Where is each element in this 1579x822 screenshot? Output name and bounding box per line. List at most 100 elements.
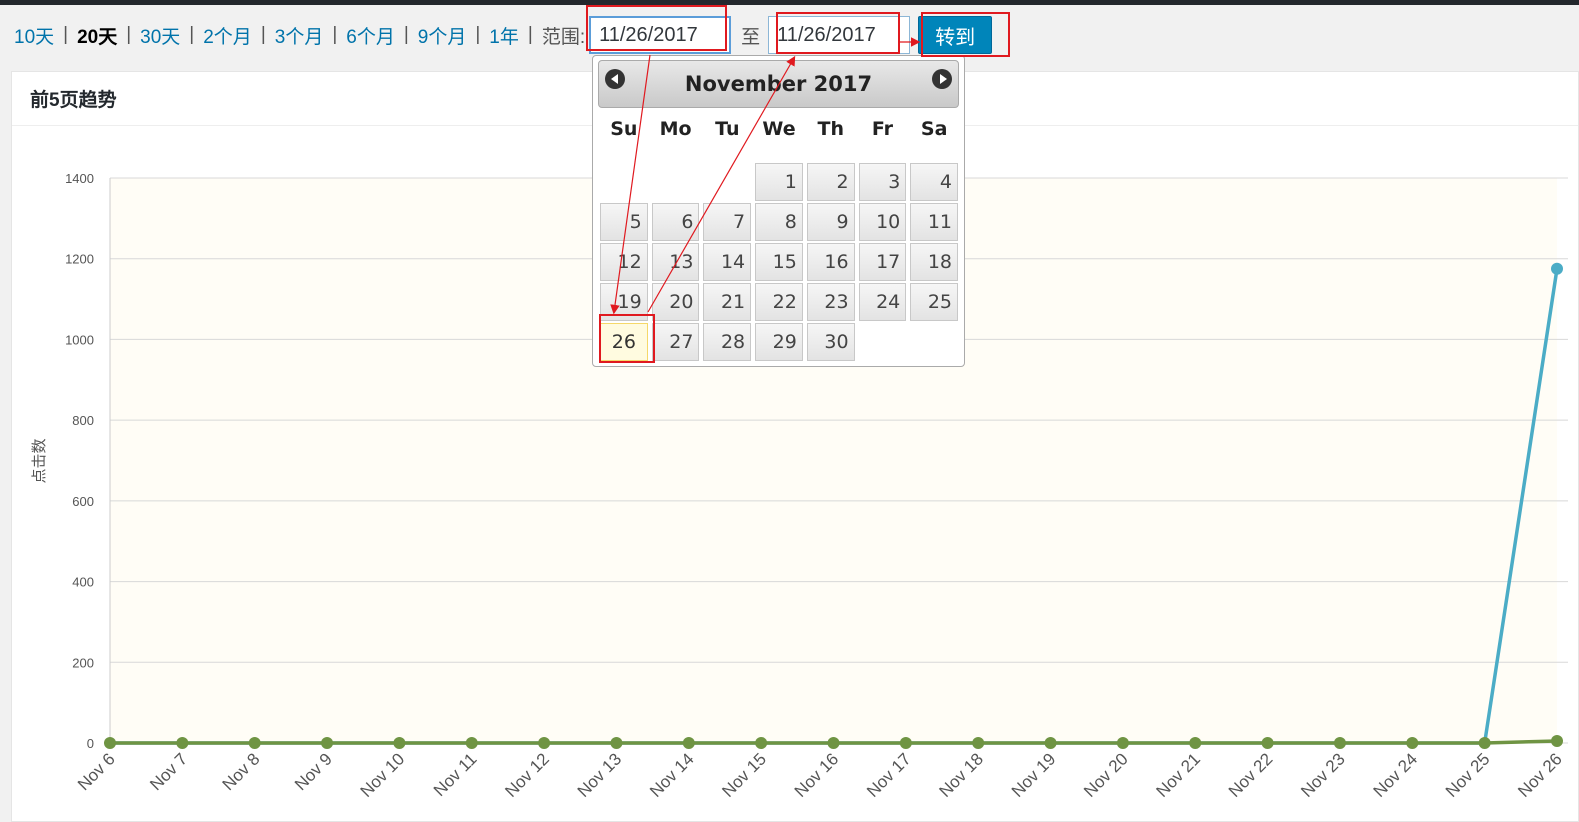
range-link-1[interactable]: 20天 xyxy=(77,26,118,48)
range-link-0[interactable]: 10天 xyxy=(14,26,55,48)
x-tick-label: Nov 12 xyxy=(501,749,553,801)
y-tick-label: 400 xyxy=(72,575,94,590)
x-tick-label: Nov 6 xyxy=(74,749,119,794)
x-tick-label: Nov 10 xyxy=(357,749,409,801)
range-separator: | xyxy=(527,24,533,45)
datepicker-day-4[interactable]: 4 xyxy=(910,163,958,201)
datepicker-day-11[interactable]: 11 xyxy=(910,203,958,241)
x-tick-label: Nov 20 xyxy=(1080,749,1132,801)
datepicker-day-22[interactable]: 22 xyxy=(755,283,803,321)
datepicker-month-year: November 2017 xyxy=(684,72,873,96)
range-separator: | xyxy=(63,24,69,45)
x-tick-label: Nov 13 xyxy=(574,749,626,801)
range-link-5[interactable]: 6个月 xyxy=(346,26,395,48)
x-tick-label: Nov 17 xyxy=(863,749,915,801)
range-link-2[interactable]: 30天 xyxy=(140,26,181,48)
y-tick-label: 1200 xyxy=(65,252,94,267)
range-separator: | xyxy=(332,24,338,45)
data-point xyxy=(610,737,623,749)
data-point xyxy=(1116,737,1129,749)
datepicker-day-24[interactable]: 24 xyxy=(858,283,907,321)
datepicker-day-1[interactable]: 1 xyxy=(755,163,803,201)
weekday-label: Mo xyxy=(659,118,692,140)
datepicker-day-18[interactable]: 18 xyxy=(910,243,958,281)
datepicker-day-28[interactable]: 28 xyxy=(703,323,752,361)
datepicker-day-26[interactable]: 26 xyxy=(600,323,648,361)
data-point xyxy=(1406,737,1419,749)
data-point xyxy=(1551,734,1563,747)
y-tick-label: 0 xyxy=(87,736,94,751)
to-date-input[interactable] xyxy=(768,16,911,54)
datepicker-day-27[interactable]: 27 xyxy=(651,323,700,361)
datepicker-day-30[interactable]: 30 xyxy=(806,323,855,361)
datepicker: November 2017 Su Mo Tu We Th Fr Sa 1 2 3 4 5 6 7 8 9 10… xyxy=(592,55,965,367)
x-tick-label: Nov 9 xyxy=(291,749,336,794)
data-point xyxy=(1551,262,1563,275)
datepicker-day-23[interactable]: 23 xyxy=(806,283,855,321)
data-point xyxy=(827,737,840,749)
datepicker-day-13[interactable]: 13 xyxy=(651,243,700,281)
datepicker-day-14[interactable]: 14 xyxy=(703,243,752,281)
weekday-label: Fr xyxy=(871,118,894,140)
data-point xyxy=(1261,737,1274,749)
datepicker-day-21[interactable]: 21 xyxy=(703,283,752,321)
x-tick-label: Nov 16 xyxy=(791,749,843,801)
datepicker-day-6[interactable]: 6 xyxy=(651,203,700,241)
y-tick-label: 800 xyxy=(72,413,94,428)
range-separator: | xyxy=(403,24,409,45)
x-tick-label: Nov 15 xyxy=(718,749,770,801)
datepicker-day-3[interactable]: 3 xyxy=(858,163,907,201)
datepicker-day-17[interactable]: 17 xyxy=(858,243,907,281)
x-tick-label: Nov 25 xyxy=(1442,749,1494,801)
y-tick-label: 200 xyxy=(72,655,94,670)
datepicker-day-20[interactable]: 20 xyxy=(651,283,700,321)
data-point xyxy=(972,737,985,749)
range-separator: | xyxy=(475,24,481,45)
data-point xyxy=(104,737,116,749)
datepicker-day-25[interactable]: 25 xyxy=(910,283,958,321)
range-links: 10天 | 20天 | 30天 | 2个月 | 3个月 | 6个月 | 9个月 | 1年 | xyxy=(14,22,542,49)
datepicker-days: 1 2 3 4 5 6 7 8 9 10 11 12 13 14 15 16 17 18 19 20 21 22 23 24 2… xyxy=(598,162,960,362)
y-tick-label: 1400 xyxy=(65,171,94,186)
weekday-label: Sa xyxy=(920,118,948,140)
datepicker-day-2[interactable]: 2 xyxy=(806,163,855,201)
date-range-bar: 10天 | 20天 | 30天 | 2个月 | 3个月 | 6个月 | 9个月 | 1年 | 范围: 至 转到 xyxy=(0,5,1579,65)
datepicker-day-29[interactable]: 29 xyxy=(755,323,803,361)
data-point xyxy=(755,737,768,749)
to-label: 至 xyxy=(741,26,761,48)
range-link-7[interactable]: 1年 xyxy=(489,26,519,48)
datepicker-day-10[interactable]: 10 xyxy=(858,203,907,241)
from-date-input[interactable] xyxy=(589,16,732,54)
x-tick-label: Nov 11 xyxy=(430,749,481,800)
datepicker-day-16[interactable]: 16 xyxy=(806,243,855,281)
data-point xyxy=(176,737,189,749)
datepicker-day-12[interactable]: 12 xyxy=(600,243,648,281)
data-point xyxy=(899,737,912,749)
datepicker-day-9[interactable]: 9 xyxy=(806,203,855,241)
weekday-label: We xyxy=(762,118,796,140)
x-tick-label: Nov 24 xyxy=(1370,749,1422,801)
datepicker-day-5[interactable]: 5 xyxy=(600,203,648,241)
datepicker-day-7[interactable]: 7 xyxy=(703,203,752,241)
datepicker-day-15[interactable]: 15 xyxy=(755,243,803,281)
weekday-label: Su xyxy=(610,118,638,140)
y-tick-label: 1000 xyxy=(65,332,94,347)
datepicker-day-19[interactable]: 19 xyxy=(600,283,648,321)
data-point xyxy=(393,737,406,749)
go-button[interactable]: 转到 xyxy=(918,16,993,54)
range-separator: | xyxy=(189,24,195,45)
range-link-4[interactable]: 3个月 xyxy=(274,26,324,48)
y-axis-label: 点击数 xyxy=(30,438,48,483)
data-point xyxy=(538,737,551,749)
next-month-icon[interactable] xyxy=(932,69,952,89)
admin-top-bar xyxy=(0,0,1579,5)
range-link-3[interactable]: 2个月 xyxy=(203,26,252,48)
datepicker-day-8[interactable]: 8 xyxy=(755,203,803,241)
datepicker-header: November 2017 xyxy=(598,60,959,108)
prev-month-icon[interactable] xyxy=(605,69,625,89)
datepicker-weekdays: Su Mo Tu We Th Fr Sa xyxy=(598,118,960,148)
data-point xyxy=(1044,737,1057,749)
range-separator: | xyxy=(126,24,132,45)
data-point xyxy=(682,737,695,749)
range-link-6[interactable]: 9个月 xyxy=(417,26,467,48)
